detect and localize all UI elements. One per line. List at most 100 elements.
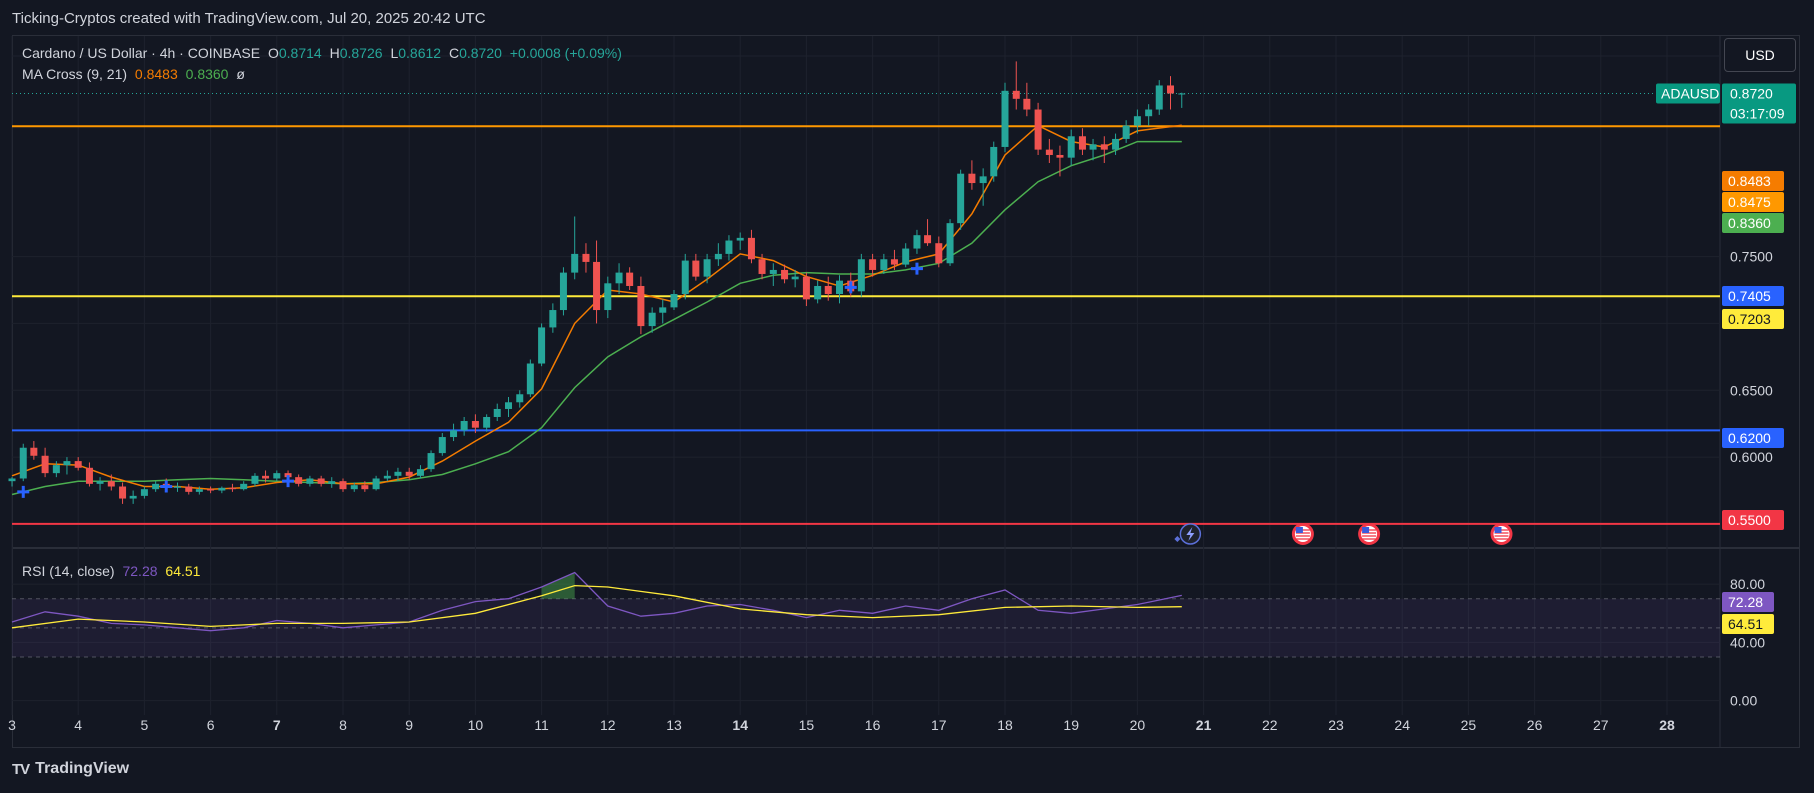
x-tick-label: 17 xyxy=(931,717,947,733)
x-tick-label: 3 xyxy=(8,717,16,733)
low-value: 0.8612 xyxy=(398,45,442,61)
rsi-lines xyxy=(11,571,1182,632)
candle-body xyxy=(924,235,932,244)
candle-body xyxy=(1155,85,1163,110)
candle-body xyxy=(174,486,181,488)
x-tick-label: 20 xyxy=(1130,717,1146,733)
x-tick-label: 13 xyxy=(666,717,682,733)
x-tick-label: 14 xyxy=(732,717,748,733)
candle-body xyxy=(802,276,810,300)
x-tick-label: 8 xyxy=(339,717,347,733)
x-tick-label: 6 xyxy=(207,717,215,733)
candle-body xyxy=(306,478,314,484)
rsi-tag-bg xyxy=(1722,614,1774,634)
candle-body xyxy=(968,173,976,184)
candle-body xyxy=(140,489,148,496)
tradingview-logo[interactable]: TV TradingView xyxy=(12,760,129,778)
x-tick-label: 4 xyxy=(74,717,82,733)
horizontal-levels xyxy=(12,92,1720,525)
x-tick-label: 12 xyxy=(600,717,616,733)
flag-canton-icon xyxy=(1362,527,1370,533)
x-tick-label: 19 xyxy=(1063,717,1079,733)
symbol-title: Cardano / US Dollar · 4h · COINBASE xyxy=(22,45,261,61)
rsi-band-fill xyxy=(12,598,1720,657)
candle-body xyxy=(416,469,424,476)
candle-body xyxy=(262,475,270,479)
ma-legend[interactable]: MA Cross (9, 21) 0.8483 0.8360 ø xyxy=(22,66,249,82)
candle-body xyxy=(1167,85,1174,94)
price-tick-label: 0.6000 xyxy=(1730,449,1773,465)
candle-body xyxy=(902,248,910,265)
hide-icon[interactable]: ø xyxy=(236,66,245,82)
rsi-tag: 72.28 xyxy=(1728,594,1763,610)
candle-body xyxy=(251,475,259,484)
rsi-legend[interactable]: RSI (14, close) 72.28 64.51 xyxy=(22,563,204,579)
candle-body xyxy=(1089,144,1097,150)
x-tick-label: 11 xyxy=(534,717,549,733)
candle-body xyxy=(626,272,634,286)
x-tick-label: 27 xyxy=(1593,717,1609,733)
candle-body xyxy=(85,467,93,484)
candle-body xyxy=(957,173,965,224)
price-tag-bg xyxy=(1722,171,1784,191)
rsi-band xyxy=(12,598,1720,658)
price-tag: 0.7203 xyxy=(1728,311,1771,327)
candle-body xyxy=(582,253,590,262)
candle-body xyxy=(129,495,137,499)
candle-body xyxy=(692,260,700,277)
x-tick-label: 25 xyxy=(1461,717,1477,733)
signal-markers xyxy=(17,262,923,498)
x-tick-label: 28 xyxy=(1659,717,1675,733)
candle-body xyxy=(559,272,567,311)
candle-body xyxy=(74,461,82,468)
candle-body xyxy=(736,237,744,241)
candle-body xyxy=(824,285,832,295)
candle-body xyxy=(218,487,226,491)
price-tag-bg xyxy=(1722,286,1784,306)
candle-body xyxy=(1056,154,1064,158)
cross-marker-icon xyxy=(160,480,173,493)
rsi-value: 72.28 xyxy=(122,563,158,579)
open-label: O xyxy=(267,45,279,61)
candle-body xyxy=(758,259,766,274)
price-tag-bg xyxy=(1722,192,1784,212)
flag-canton-icon xyxy=(1494,527,1502,533)
candle-body xyxy=(549,310,557,328)
candle-body xyxy=(747,237,755,260)
candle-body xyxy=(119,486,127,499)
candle-body xyxy=(946,223,954,264)
high-value: 0.8726 xyxy=(339,45,383,61)
candle-body xyxy=(339,481,347,490)
candle-body xyxy=(1178,93,1186,95)
rsi-line xyxy=(11,571,1182,632)
high-label: H xyxy=(329,45,340,61)
candle-body xyxy=(1012,90,1020,99)
event-icons xyxy=(1174,523,1513,545)
price-tags: ADAUSD 0.8720 03:17:09 0.8483 0.8475 0.8360 0.… xyxy=(1656,83,1796,634)
candle-body xyxy=(516,394,524,403)
close-value: 0.8720 xyxy=(459,45,502,61)
symbol-legend[interactable]: Cardano / US Dollar · 4h · COINBASE O 0.8… xyxy=(22,45,626,61)
candle-body xyxy=(1067,136,1075,158)
candle-body xyxy=(781,269,789,280)
price-tick-label: 0.7500 xyxy=(1730,249,1773,265)
last-price-tag-bg xyxy=(1722,83,1796,124)
candle-body xyxy=(372,478,380,490)
rsi-tag: 64.51 xyxy=(1728,616,1763,632)
ma-fast-value: 0.8483 xyxy=(134,66,178,82)
last-price-tag: 0.8720 xyxy=(1730,85,1773,101)
low-label: L xyxy=(390,45,399,61)
candle-body xyxy=(460,421,468,431)
x-tick-label: 5 xyxy=(141,717,149,733)
countdown-tag: 03:17:09 xyxy=(1730,105,1785,121)
currency-button[interactable]: USD xyxy=(1724,38,1796,72)
price-tick-label: 0.6500 xyxy=(1730,382,1773,398)
candle-body xyxy=(1034,109,1042,150)
candle-body xyxy=(1100,144,1108,150)
candle-body xyxy=(195,489,203,492)
ma-fast-line xyxy=(11,124,1182,490)
candle-body xyxy=(295,477,303,484)
price-tag: 0.8483 xyxy=(1728,173,1771,189)
flag-canton-icon xyxy=(1295,527,1303,533)
